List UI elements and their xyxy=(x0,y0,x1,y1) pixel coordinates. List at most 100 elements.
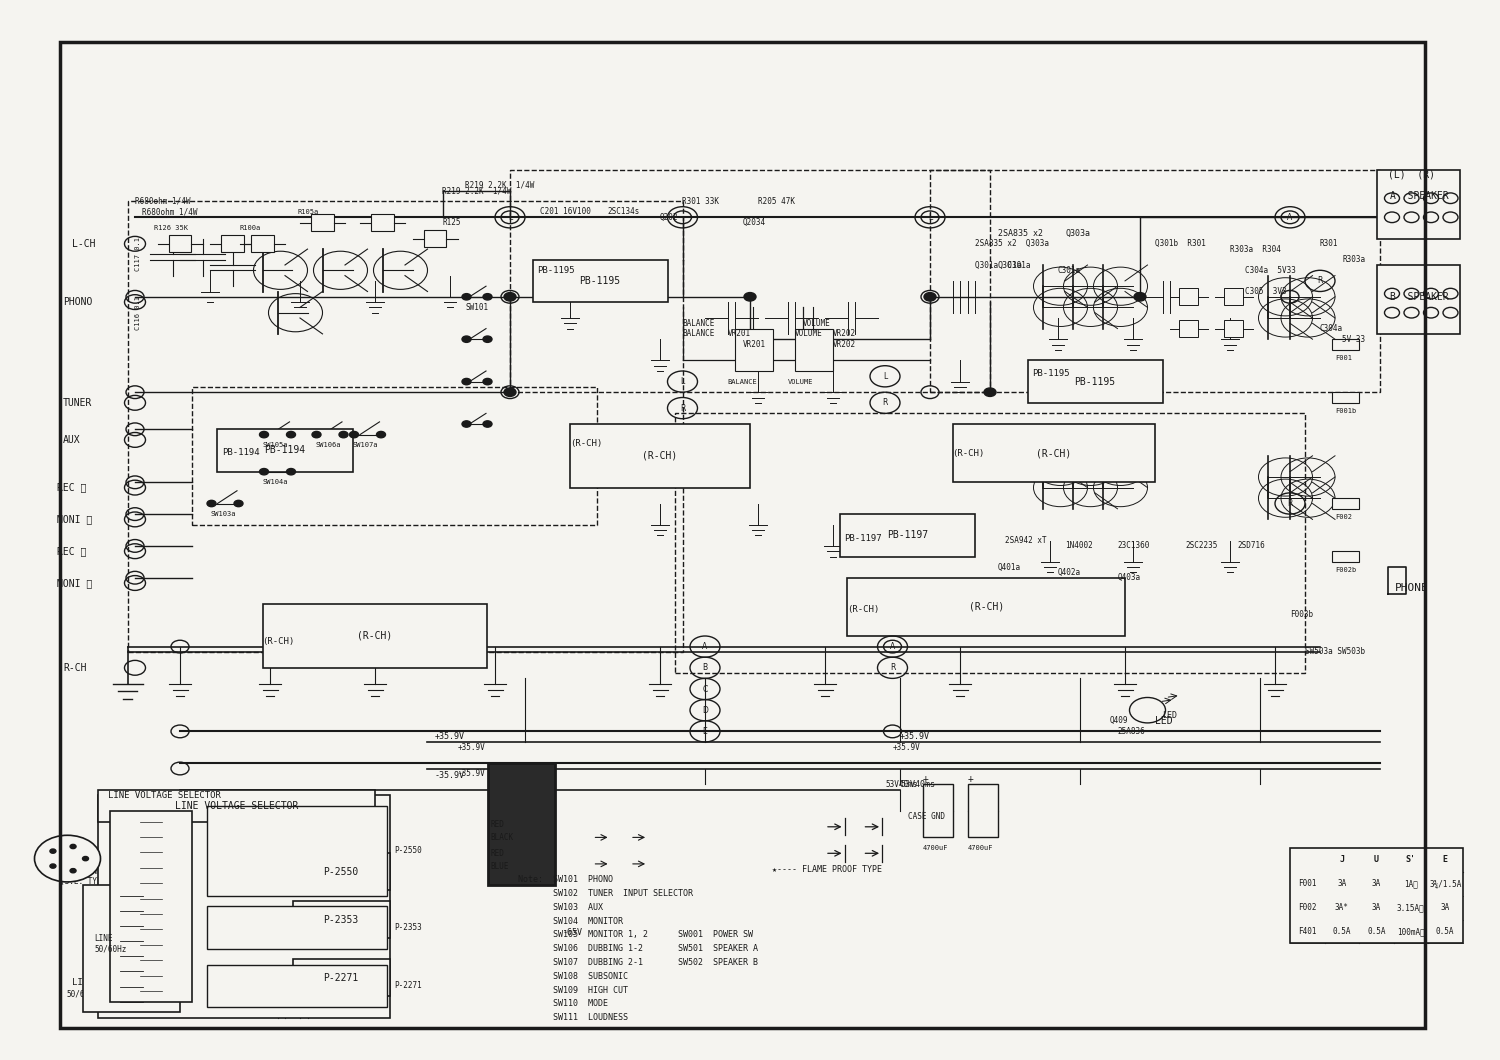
Text: F003b: F003b xyxy=(1290,611,1312,619)
Text: P-2353: P-2353 xyxy=(394,923,423,932)
Text: RED: RED xyxy=(490,849,504,858)
Text: CASE GND: CASE GND xyxy=(908,812,945,820)
Circle shape xyxy=(984,388,996,396)
Circle shape xyxy=(924,293,936,301)
Bar xyxy=(110,811,192,1002)
Text: 2SC2235: 2SC2235 xyxy=(1185,542,1218,550)
Text: 2SA942 xT: 2SA942 xT xyxy=(1005,536,1047,545)
Bar xyxy=(1224,288,1244,305)
Bar xyxy=(532,260,668,302)
Text: +: + xyxy=(968,774,974,784)
Text: 3A: 3A xyxy=(1371,903,1382,912)
Text: R219 2.2K  1/4W: R219 2.2K 1/4W xyxy=(465,181,534,190)
Circle shape xyxy=(504,388,516,396)
Text: 1A①: 1A① xyxy=(1404,880,1417,888)
Text: ★---- FLAME PROOF TYPE: ★---- FLAME PROOF TYPE xyxy=(772,865,882,873)
Text: VOLUME: VOLUME xyxy=(795,330,822,338)
Text: 0.5A: 0.5A xyxy=(1332,928,1352,936)
Text: 25A836: 25A836 xyxy=(1118,727,1146,736)
Text: REC ②: REC ② xyxy=(57,546,87,556)
Text: Q403a: Q403a xyxy=(1118,573,1140,582)
Text: PB-1195: PB-1195 xyxy=(537,266,574,275)
Circle shape xyxy=(462,294,471,300)
Bar xyxy=(207,965,387,1007)
Text: A: A xyxy=(702,642,708,651)
Circle shape xyxy=(234,500,243,507)
Text: MONI ①: MONI ① xyxy=(57,514,93,525)
Bar xyxy=(1179,288,1198,305)
Text: C116 0.1: C116 0.1 xyxy=(135,296,141,330)
Circle shape xyxy=(744,293,756,301)
Text: R: R xyxy=(1287,499,1293,508)
Text: Q301a  C301a: Q301a C301a xyxy=(975,261,1030,269)
Text: 3.15A①: 3.15A① xyxy=(1396,903,1425,912)
Text: SW109  HIGH CUT: SW109 HIGH CUT xyxy=(518,986,627,994)
Text: A: A xyxy=(890,642,896,651)
Text: B: B xyxy=(702,664,708,672)
Text: BLUE: BLUE xyxy=(490,862,508,870)
Text: 2SC134s: 2SC134s xyxy=(608,208,640,216)
Text: R680ohm 1/4W: R680ohm 1/4W xyxy=(142,208,198,216)
Text: SW106a: SW106a xyxy=(315,442,340,448)
Circle shape xyxy=(483,421,492,427)
Bar xyxy=(840,514,975,556)
Text: AUX: AUX xyxy=(63,435,81,445)
Bar xyxy=(1179,320,1198,337)
Bar xyxy=(424,230,447,247)
Text: SW105  MONITOR 1, 2      SW001  POWER SW: SW105 MONITOR 1, 2 SW001 POWER SW xyxy=(518,931,753,939)
Text: R126 35K: R126 35K xyxy=(154,225,189,231)
Bar xyxy=(1377,265,1460,334)
Circle shape xyxy=(483,294,492,300)
Bar xyxy=(922,784,952,837)
Text: Q202: Q202 xyxy=(660,213,678,222)
Circle shape xyxy=(1130,697,1166,723)
Text: 53V40ms: 53V40ms xyxy=(885,780,918,789)
Text: P-2271: P-2271 xyxy=(324,973,358,983)
Text: U: U xyxy=(1374,855,1378,864)
Text: D: D xyxy=(702,706,708,714)
Circle shape xyxy=(82,856,88,861)
Text: A: A xyxy=(1287,213,1293,222)
Bar xyxy=(292,901,390,938)
Text: +35.9V: +35.9V xyxy=(892,743,920,752)
Text: SW104a: SW104a xyxy=(262,479,288,485)
Text: R105a: R105a xyxy=(297,209,318,215)
Text: RED: RED xyxy=(490,820,504,829)
Text: BALANCE: BALANCE xyxy=(682,330,716,338)
Bar xyxy=(1332,339,1359,350)
Text: BALANCE: BALANCE xyxy=(682,319,716,328)
Circle shape xyxy=(50,849,55,853)
Text: LINE
50/60Hz: LINE 50/60Hz xyxy=(94,934,128,953)
Text: VR202: VR202 xyxy=(833,330,855,338)
Text: E: E xyxy=(1443,855,1448,864)
Circle shape xyxy=(312,431,321,438)
Bar xyxy=(207,906,387,949)
Text: PHONE: PHONE xyxy=(1395,583,1428,594)
Bar xyxy=(968,784,998,837)
Bar xyxy=(192,387,597,525)
Text: 2SA835 x2: 2SA835 x2 xyxy=(998,229,1042,237)
Text: R: R xyxy=(882,399,888,407)
Text: R125: R125 xyxy=(442,218,460,227)
Text: LED: LED xyxy=(1155,716,1173,726)
Bar xyxy=(1028,360,1162,403)
Circle shape xyxy=(504,293,516,301)
Text: VOLUME: VOLUME xyxy=(802,319,831,328)
Text: Q2034: Q2034 xyxy=(742,218,765,227)
Text: 3A: 3A xyxy=(1371,880,1382,888)
Text: P-2271: P-2271 xyxy=(394,982,423,990)
Text: SW104  MONITOR: SW104 MONITOR xyxy=(518,917,622,925)
Text: (R-CH): (R-CH) xyxy=(642,450,678,461)
Text: Q301a: Q301a xyxy=(998,261,1023,269)
Text: +35.9V: +35.9V xyxy=(435,732,465,741)
Text: (R-CH): (R-CH) xyxy=(969,602,1004,612)
Text: -65V: -65V xyxy=(562,929,582,937)
Circle shape xyxy=(50,864,55,868)
Text: R301 33K: R301 33K xyxy=(682,197,720,206)
Text: DIN CONNECTOR: DIN CONNECTOR xyxy=(60,867,120,876)
Text: (R-CH): (R-CH) xyxy=(357,631,393,641)
Bar xyxy=(168,235,192,252)
Text: PB-1197: PB-1197 xyxy=(844,534,882,543)
Bar xyxy=(312,214,333,231)
Text: S': S' xyxy=(1406,855,1416,864)
